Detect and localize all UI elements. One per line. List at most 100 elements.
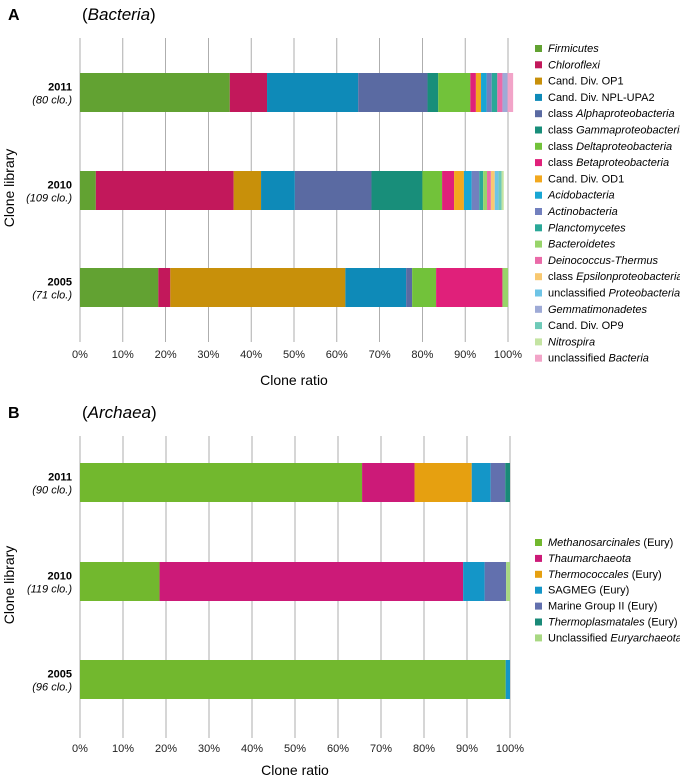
bar-segment	[471, 463, 491, 502]
legend-swatch	[535, 602, 542, 610]
legend-swatch	[535, 289, 542, 297]
bar-segment	[80, 73, 230, 112]
bar-segment	[501, 171, 504, 210]
category-label: 2005	[48, 277, 72, 289]
x-tick-label: 30%	[198, 743, 220, 755]
legend-swatch	[535, 45, 542, 52]
legend-label: Cand. Div. OP9	[548, 320, 624, 332]
bar-segment	[95, 171, 234, 210]
legend-swatch	[535, 273, 542, 281]
bar-segment	[470, 73, 476, 112]
bar-segment	[491, 73, 498, 112]
bar-segment	[505, 660, 510, 699]
legend-swatch	[535, 570, 542, 578]
bar-segment	[233, 171, 262, 210]
y-axis-label: Clone library	[1, 546, 17, 625]
legend-label: Deinococcus-Thermus	[548, 255, 659, 267]
bar-segment	[294, 171, 372, 210]
category-count: (71 clo.)	[32, 290, 72, 302]
legend-label: Methanosarcinales (Eury)	[548, 537, 673, 549]
legend-label: Unclassified Euryarchaeota	[548, 632, 680, 644]
bar-segment	[497, 73, 503, 112]
legend-label: class Deltaproteobacteria	[548, 141, 672, 153]
legend-label: class Gammaproteobacteria	[548, 125, 680, 137]
x-tick-label: 0%	[72, 743, 88, 755]
legend-label: Cand. Div. OD1	[548, 173, 624, 185]
legend-label: Thermoplasmatales (Eury)	[548, 617, 678, 629]
legend-label: SAGMEG (Eury)	[548, 585, 629, 597]
bar-segment	[463, 171, 472, 210]
x-axis-label: Clone ratio	[260, 372, 328, 388]
legend-label: class Betaproteobacteria	[548, 157, 669, 169]
bar-segment	[422, 171, 443, 210]
category-count: (80 clo.)	[32, 95, 72, 107]
bar-segment	[442, 171, 455, 210]
legend-swatch	[535, 159, 542, 167]
category-label: 2011	[48, 82, 72, 94]
legend-label: Marine Group II (Eury)	[548, 601, 657, 613]
bar-segment	[481, 73, 487, 112]
x-tick-label: 90%	[454, 349, 476, 361]
x-axis-label: Clone ratio	[261, 762, 329, 777]
legend-label: Chloroflexi	[548, 59, 601, 71]
legend-label: Thermococcales (Eury)	[548, 569, 662, 581]
legend-label: unclassified Proteobacteria	[548, 288, 680, 300]
x-tick-label: 10%	[112, 349, 134, 361]
chart-panel-a: A (Bacteria) 0% 10% 20% 30% 40% 50% 60% 70% 80% 90%…	[1, 5, 680, 388]
category-count: (90 clo.)	[32, 485, 72, 497]
bar-segment	[487, 171, 491, 210]
legend-swatch	[535, 191, 542, 199]
bar-segment	[358, 73, 428, 112]
bar-segment	[484, 562, 507, 601]
legend-swatch	[535, 554, 542, 562]
bar-segment	[479, 171, 484, 210]
bar-segment	[229, 73, 268, 112]
bar-segment	[438, 73, 471, 112]
bar-segment	[80, 463, 363, 502]
bar-segment	[414, 463, 472, 502]
category-count: (119 clo.)	[27, 584, 72, 596]
x-tick-label: 100%	[494, 349, 522, 361]
legend-label: Nitrospira	[548, 336, 595, 348]
x-tick-label: 90%	[456, 743, 478, 755]
legend-label: class Epsilonproteobacteria	[548, 271, 680, 283]
category-label: 2005	[48, 669, 72, 681]
x-tick-label: 40%	[241, 743, 263, 755]
x-tick-label: 50%	[284, 743, 306, 755]
legend-swatch	[535, 322, 542, 330]
bar-segment	[463, 562, 485, 601]
x-tick-label: 20%	[155, 743, 177, 755]
legend-swatch	[535, 208, 542, 215]
x-tick-label: 70%	[369, 349, 391, 361]
legend-swatch	[535, 110, 542, 118]
bar-segment	[159, 562, 464, 601]
x-tick-label: 60%	[327, 743, 349, 755]
x-tick-label: 60%	[326, 349, 348, 361]
legend-label: Actinobacteria	[547, 206, 618, 218]
bar-segment	[502, 268, 508, 307]
x-tick-label: 50%	[283, 349, 305, 361]
legend-label: Thaumarchaeota	[548, 553, 631, 565]
legend-swatch	[535, 240, 542, 248]
legend-label: Bacteroidetes	[548, 239, 616, 251]
bar-segment	[490, 171, 495, 210]
legend-swatch	[535, 224, 542, 232]
y-axis-label: Clone library	[1, 149, 17, 228]
bar-segment	[475, 73, 482, 112]
bar-segment	[412, 268, 437, 307]
bar-segment	[427, 73, 439, 112]
x-tick-label: 80%	[413, 743, 435, 755]
bar-segment	[267, 73, 359, 112]
legend-swatch	[535, 305, 542, 313]
bar-segment	[506, 562, 510, 601]
bar-segment	[170, 268, 346, 307]
legend-swatch	[535, 586, 542, 594]
bar-segment	[80, 268, 159, 307]
x-tick-label: 100%	[496, 743, 524, 755]
x-tick-label: 30%	[197, 349, 219, 361]
bar-segment	[80, 660, 506, 699]
x-tick-label: 80%	[411, 349, 433, 361]
bar-segment	[371, 171, 423, 210]
panel-label: A	[8, 7, 20, 24]
